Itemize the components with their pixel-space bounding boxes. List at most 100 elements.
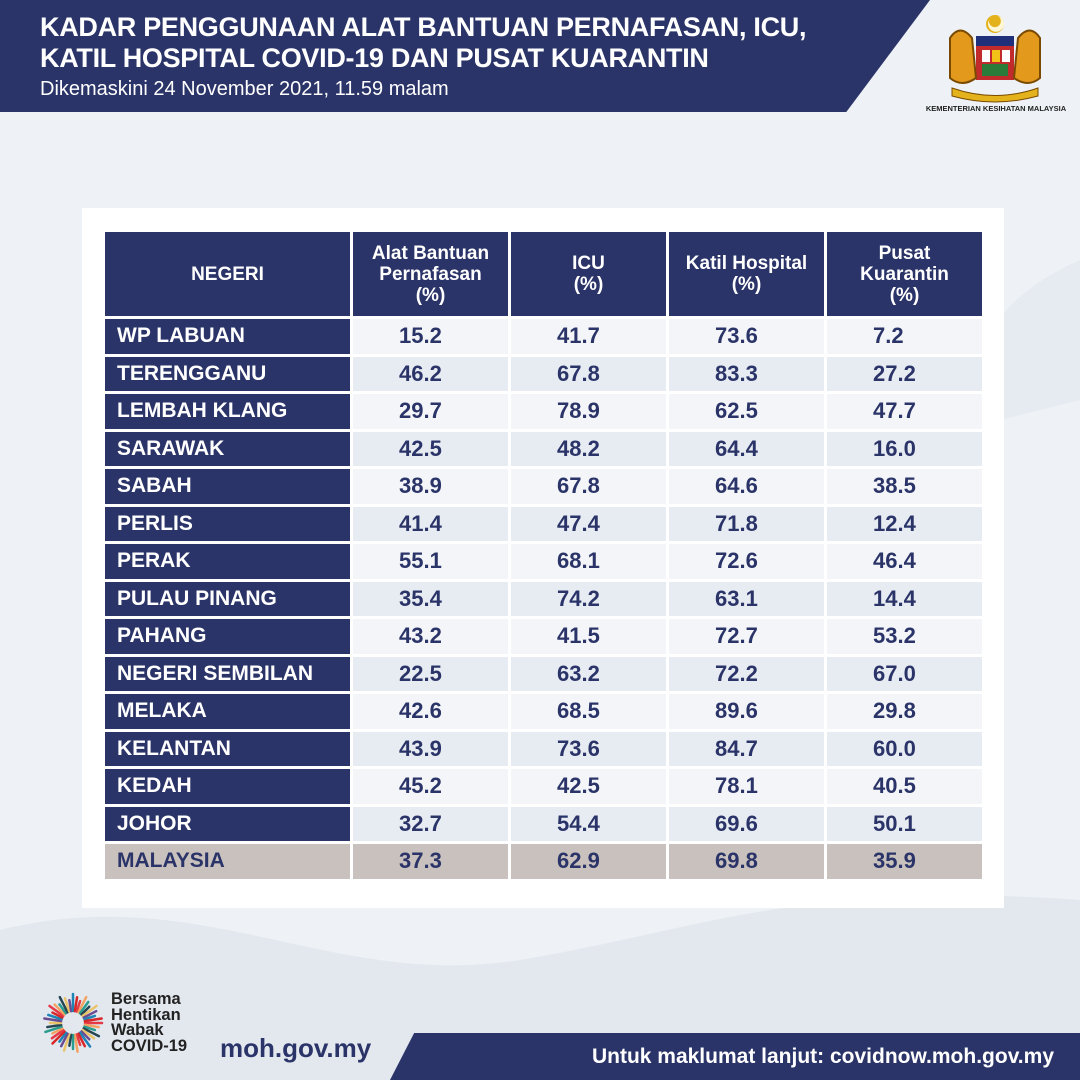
value-cell: 22.5 xyxy=(353,656,508,691)
table-row: NEGERI SEMBILAN 22.5 63.2 72.2 67.0 xyxy=(105,656,982,691)
value-cell: 47.7 xyxy=(827,394,982,429)
coat-of-arms-logo xyxy=(949,15,1041,103)
value-cell: 68.1 xyxy=(511,544,666,579)
header-text-line: Kuarantin xyxy=(860,263,949,285)
value-cell: 14.4 xyxy=(827,581,982,616)
value-cell: 55.1 xyxy=(353,544,508,579)
value-cell: 68.5 xyxy=(511,694,666,729)
value-cell: 16.0 xyxy=(827,431,982,466)
value-cell: 42.6 xyxy=(353,694,508,729)
updated-date: Dikemaskini 24 November 2021, 11.59 mala… xyxy=(40,78,449,100)
campaign-text: Bersama Hentikan Wabak COVID-19 xyxy=(111,991,188,1055)
value-cell: 60.0 xyxy=(827,731,982,766)
value-cell: 83.3 xyxy=(669,356,824,391)
value-cell: 78.9 xyxy=(511,394,666,429)
value-cell: 84.7 xyxy=(669,731,824,766)
value-cell: 67.8 xyxy=(511,356,666,391)
value-cell: 40.5 xyxy=(827,769,982,804)
table-row: TERENGGANU 46.2 67.8 83.3 27.2 xyxy=(105,356,982,391)
table-row: PAHANG 43.2 41.5 72.7 53.2 xyxy=(105,619,982,654)
state-name-cell: KELANTAN xyxy=(105,731,350,766)
value-cell: 50.1 xyxy=(827,806,982,841)
page-title-line1: KADAR PENGGUNAAN ALAT BANTUAN PERNAFASAN… xyxy=(40,12,807,42)
table-row: SABAH 38.9 67.8 64.6 38.5 xyxy=(105,469,982,504)
campaign-line-4: COVID-19 xyxy=(111,1036,188,1055)
value-cell: 78.1 xyxy=(669,769,824,804)
footer-info: Untuk maklumat lanjut: covidnow.moh.gov.… xyxy=(591,1045,1054,1068)
value-cell: 29.7 xyxy=(353,394,508,429)
value-cell: 72.7 xyxy=(669,619,824,654)
value-cell: 69.6 xyxy=(669,806,824,841)
value-cell: 67.0 xyxy=(827,656,982,691)
value-cell: 63.2 xyxy=(511,656,666,691)
value-cell: 37.3 xyxy=(353,844,508,879)
state-name-cell: MELAKA xyxy=(105,694,350,729)
header-katil-hospital: Katil Hospital (%) xyxy=(669,232,824,316)
state-name-cell: TERENGGANU xyxy=(105,356,350,391)
header-text-line: (%) xyxy=(889,284,920,306)
value-cell: 41.5 xyxy=(511,619,666,654)
table-header-row: NEGERI Alat Bantuan Pernafasan (%) ICU (%) … xyxy=(105,232,982,316)
state-name-cell: PERLIS xyxy=(105,506,350,541)
header-text-line: (%) xyxy=(731,274,762,295)
value-cell: 42.5 xyxy=(511,769,666,804)
value-cell: 46.2 xyxy=(353,356,508,391)
value-cell: 46.4 xyxy=(827,544,982,579)
table-row: PULAU PINANG 35.4 74.2 63.1 14.4 xyxy=(105,581,982,616)
header-text-line: Pusat xyxy=(878,242,931,264)
value-cell: 48.2 xyxy=(511,431,666,466)
value-cell: 15.2 xyxy=(353,319,508,354)
state-name-cell: WP LABUAN xyxy=(105,319,350,354)
header-text-line: (%) xyxy=(415,284,446,306)
state-name-cell: KEDAH xyxy=(105,769,350,804)
value-cell: 35.9 xyxy=(827,844,982,879)
table-row: KEDAH 45.2 42.5 78.1 40.5 xyxy=(105,769,982,804)
table-row: PERLIS 41.4 47.4 71.8 12.4 xyxy=(105,506,982,541)
value-cell: 45.2 xyxy=(353,769,508,804)
state-name-cell: JOHOR xyxy=(105,806,350,841)
state-name-cell: MALAYSIA xyxy=(105,844,350,879)
value-cell: 41.7 xyxy=(511,319,666,354)
table-row: MELAKA 42.6 68.5 89.6 29.8 xyxy=(105,694,982,729)
state-name-cell: LEMBAH KLANG xyxy=(105,394,350,429)
value-cell: 43.2 xyxy=(353,619,508,654)
table-row: LEMBAH KLANG 29.7 78.9 62.5 47.7 xyxy=(105,394,982,429)
campaign-line-3: Wabak xyxy=(111,1021,164,1039)
state-name-cell: NEGERI SEMBILAN xyxy=(105,656,350,691)
header-text-line: NEGERI xyxy=(191,263,264,285)
table-row: KELANTAN 43.9 73.6 84.7 60.0 xyxy=(105,731,982,766)
value-cell: 29.8 xyxy=(827,694,982,729)
header-negeri: NEGERI xyxy=(105,232,350,316)
header-banner xyxy=(0,0,930,112)
value-cell: 43.9 xyxy=(353,731,508,766)
table-total-row: MALAYSIA 37.3 62.9 69.8 35.9 xyxy=(105,844,982,879)
header-text-line: Katil Hospital xyxy=(685,253,808,274)
state-name-cell: PERAK xyxy=(105,544,350,579)
page-title-line2: KATIL HOSPITAL COVID-19 DAN PUSAT KUARAN… xyxy=(40,43,709,73)
value-cell: 63.1 xyxy=(669,581,824,616)
value-cell: 47.4 xyxy=(511,506,666,541)
header-alat-bantuan: Alat Bantuan Pernafasan (%) xyxy=(353,232,508,316)
table-row: SARAWAK 42.5 48.2 64.4 16.0 xyxy=(105,431,982,466)
value-cell: 73.6 xyxy=(511,731,666,766)
value-cell: 89.6 xyxy=(669,694,824,729)
state-name-cell: PAHANG xyxy=(105,619,350,654)
value-cell: 62.9 xyxy=(511,844,666,879)
value-cell: 69.8 xyxy=(669,844,824,879)
value-cell: 54.4 xyxy=(511,806,666,841)
header-pusat-kuarantin: Pusat Kuarantin (%) xyxy=(827,232,982,316)
campaign-line-2: Hentikan xyxy=(111,1005,181,1024)
website-link[interactable]: moh.gov.my xyxy=(220,1033,372,1063)
value-cell: 38.5 xyxy=(827,469,982,504)
value-cell: 72.6 xyxy=(669,544,824,579)
value-cell: 32.7 xyxy=(353,806,508,841)
value-cell: 64.4 xyxy=(669,431,824,466)
header-text-line: (%) xyxy=(573,274,604,295)
value-cell: 53.2 xyxy=(827,619,982,654)
value-cell: 41.4 xyxy=(353,506,508,541)
ministry-caption: KEMENTERIAN KESIHATAN MALAYSIA xyxy=(925,104,1067,113)
value-cell: 62.5 xyxy=(669,394,824,429)
header-text-line: Alat Bantuan xyxy=(371,242,490,264)
table-row: WP LABUAN 15.2 41.7 73.6 7.2 xyxy=(105,319,982,354)
state-name-cell: PULAU PINANG xyxy=(105,581,350,616)
